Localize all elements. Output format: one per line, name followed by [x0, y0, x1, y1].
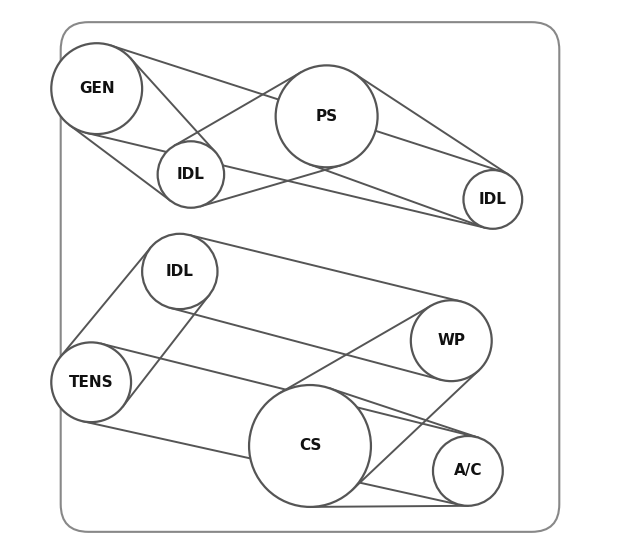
Text: IDL: IDL: [166, 264, 193, 279]
Text: PS: PS: [316, 109, 338, 124]
Circle shape: [276, 65, 378, 167]
Text: TENS: TENS: [69, 375, 113, 390]
Text: GEN: GEN: [79, 81, 115, 96]
Text: A/C: A/C: [454, 463, 482, 479]
Text: CS: CS: [299, 438, 321, 454]
Circle shape: [464, 170, 522, 229]
Circle shape: [51, 342, 131, 422]
Text: IDL: IDL: [177, 167, 205, 182]
Circle shape: [411, 300, 492, 381]
Circle shape: [249, 385, 371, 507]
Circle shape: [51, 43, 142, 134]
Circle shape: [142, 234, 218, 309]
Text: IDL: IDL: [479, 192, 507, 207]
Circle shape: [157, 141, 224, 208]
Circle shape: [433, 436, 503, 506]
Text: WP: WP: [437, 333, 465, 348]
